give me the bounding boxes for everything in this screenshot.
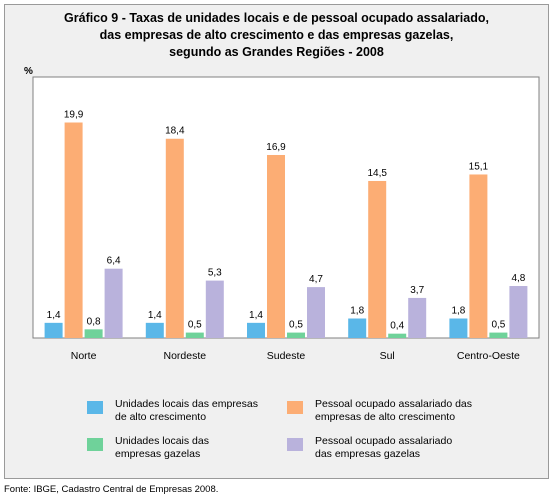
- data-label: 6,4: [107, 256, 121, 267]
- y-axis-unit: %: [24, 66, 33, 77]
- legend-label-1: Unidades locais das empresas de alto cre…: [115, 398, 258, 423]
- legend-label-4: Pessoal ocupado assalariado das empresas…: [315, 435, 453, 460]
- legend-item-1: Unidades locais das empresas de alto cre…: [87, 398, 258, 424]
- data-label: 5,3: [208, 268, 222, 279]
- bar: [287, 332, 305, 338]
- bar-chart: 1,4 19,9 0,8 6,4 Norte 1,4 18,4 0,5 5,3 Nordeste 1…: [32, 76, 540, 362]
- legend-swatch-1: [87, 401, 103, 414]
- data-label: 4,7: [309, 274, 323, 285]
- x-tick-label: Norte: [71, 350, 97, 362]
- data-label: 0,5: [188, 320, 202, 331]
- data-label: 4,8: [511, 273, 525, 284]
- bar: [165, 138, 184, 338]
- legend-item-4: Pessoal ocupado assalariado das empresas…: [287, 435, 452, 461]
- bar: [307, 287, 325, 338]
- bar: [449, 318, 468, 338]
- bar: [205, 280, 224, 338]
- legend-item-2: Pessoal ocupado assalariado das empresas…: [287, 398, 472, 424]
- legend-item-3: Unidades locais das empresas gazelas: [87, 435, 209, 461]
- x-tick-label: Centro-Oeste: [457, 350, 520, 362]
- legend-swatch-3: [87, 438, 103, 451]
- bar: [104, 268, 123, 338]
- x-tick-label: Sudeste: [267, 350, 306, 362]
- data-label: 18,4: [165, 126, 185, 137]
- data-label: 0,5: [289, 320, 303, 331]
- bar: [469, 174, 488, 338]
- data-label: 0,8: [87, 316, 101, 327]
- data-label: 14,5: [367, 168, 387, 179]
- chart-title: Gráfico 9 - Taxas de unidades locais e d…: [4, 10, 549, 61]
- bar: [489, 332, 508, 338]
- data-label: 1,4: [47, 310, 61, 321]
- bar: [368, 180, 387, 338]
- legend-label-3: Unidades locais das empresas gazelas: [115, 435, 209, 460]
- bar: [247, 322, 265, 338]
- chart-title-line-3: segundo as Grandes Regiões - 2008: [169, 45, 384, 59]
- bar: [388, 333, 407, 338]
- data-label: 3,7: [410, 285, 424, 296]
- bar: [44, 322, 63, 338]
- data-label: 1,4: [148, 310, 162, 321]
- data-label: 19,9: [64, 110, 84, 121]
- data-label: 0,4: [390, 321, 404, 332]
- data-label: 0,5: [491, 320, 505, 331]
- data-label: 15,1: [469, 161, 489, 172]
- bar: [64, 122, 83, 338]
- bar: [185, 332, 204, 338]
- bar: [267, 154, 285, 338]
- chart-title-line-2: das empresas de alto crescimento e das e…: [99, 28, 454, 42]
- data-label: 16,9: [266, 142, 286, 153]
- bar: [84, 329, 103, 338]
- legend-label-2: Pessoal ocupado assalariado das empresas…: [315, 398, 473, 423]
- bar: [145, 322, 164, 338]
- x-tick-label: Nordeste: [163, 350, 206, 362]
- bar: [408, 297, 427, 338]
- bar: [509, 286, 528, 338]
- bar: [348, 318, 367, 338]
- x-tick-label: Sul: [380, 350, 395, 362]
- data-label: 1,8: [350, 306, 364, 317]
- legend-swatch-4: [287, 438, 303, 451]
- source-note: Fonte: IBGE, Cadastro Central de Empresa…: [4, 484, 219, 495]
- data-label: 1,4: [249, 310, 263, 321]
- legend-swatch-2: [287, 401, 303, 414]
- chart-title-line-1: Gráfico 9 - Taxas de unidades locais e d…: [64, 11, 489, 25]
- data-label: 1,8: [451, 306, 465, 317]
